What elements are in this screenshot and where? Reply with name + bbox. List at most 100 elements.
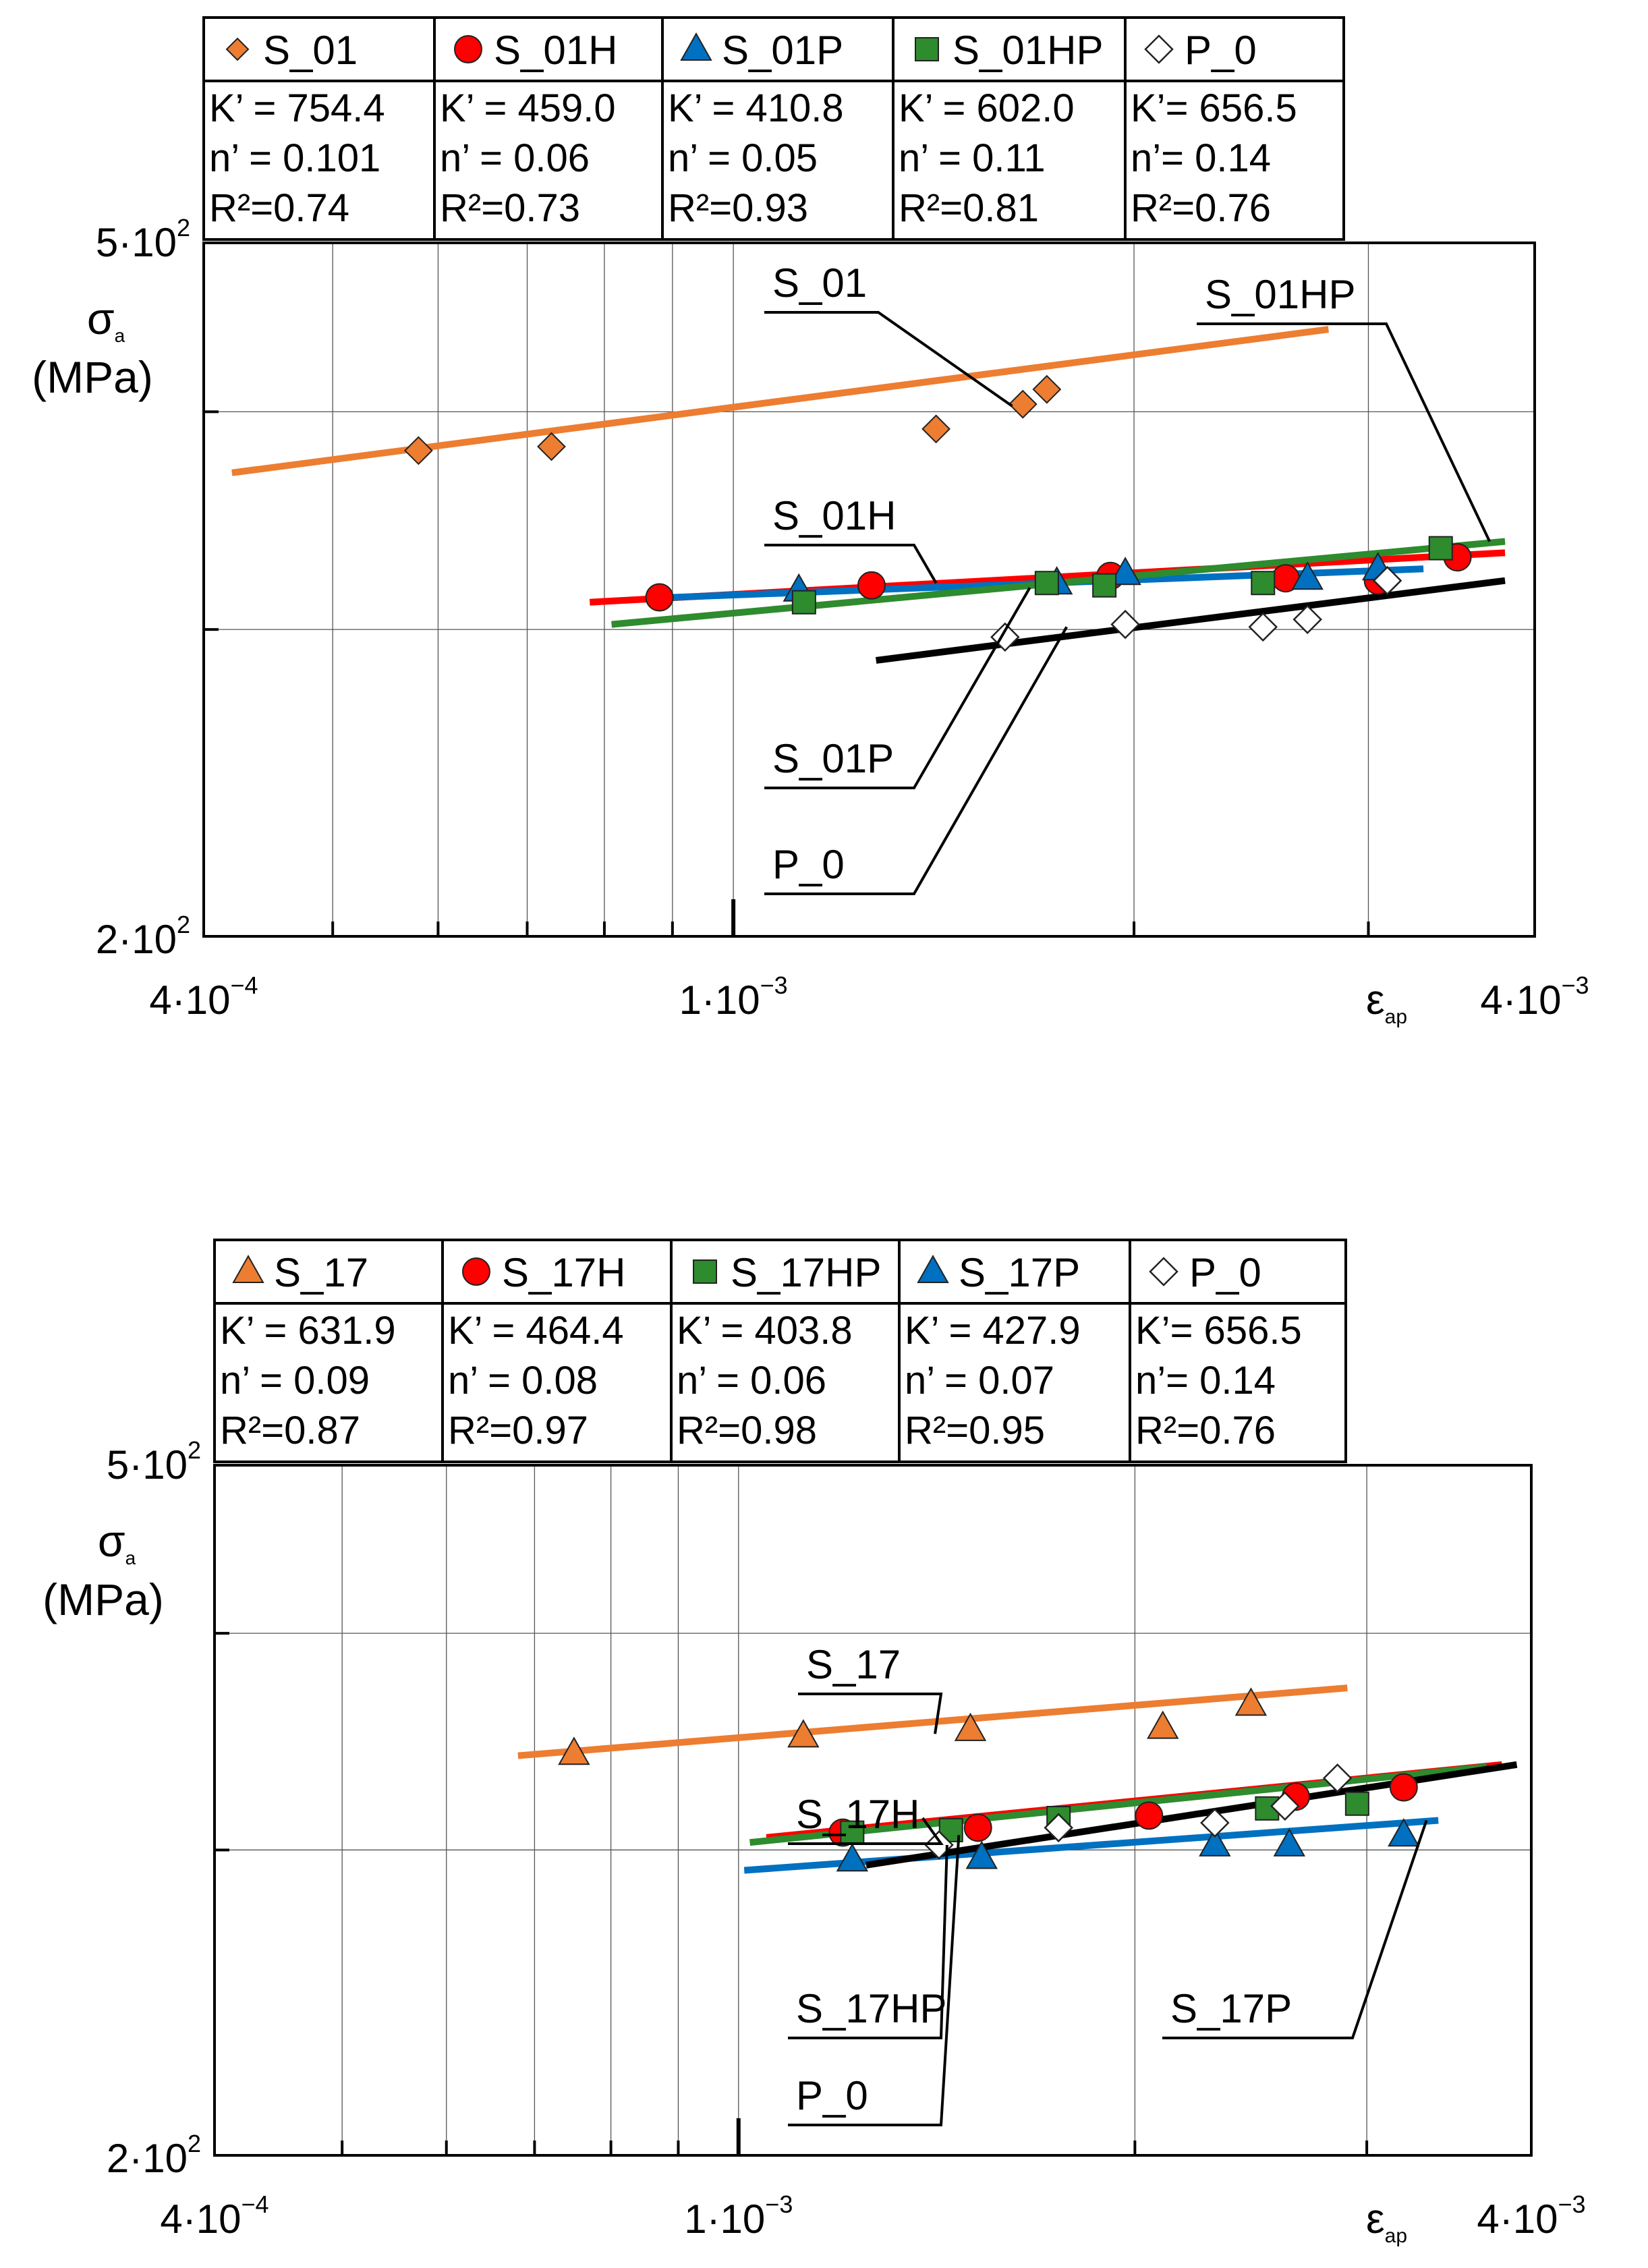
legend-name: S_17HP [731, 1250, 881, 1295]
point-S_01 [403, 436, 433, 465]
legend-name: S_01H [494, 28, 617, 73]
legend-item-P_0: P_0 K’= 656.5 n’= 0.14 R²=0.76 [1131, 28, 1297, 230]
legend-r2: R²=0.97 [448, 1409, 588, 1452]
annotation-leader [764, 587, 1031, 789]
fit-line-S_01 [231, 326, 1330, 476]
point-S_01 [1032, 374, 1062, 404]
annotation-label: P_0 [772, 842, 845, 887]
point-S_01HP [1034, 571, 1059, 596]
annotation-label: S_01 [772, 260, 867, 306]
legend-n: n’ = 0.05 [668, 136, 818, 180]
legend-k: K’ = 427.9 [905, 1309, 1081, 1353]
point-P_0 [1110, 609, 1140, 640]
fit-line-S_17HP [749, 1763, 1487, 1846]
legend-item-S_17H: S_17H K’ = 464.4 n’ = 0.08 R²=0.97 [448, 1250, 625, 1452]
annotation-label: S_01P [772, 736, 894, 781]
legend-r2: R²=0.81 [899, 186, 1039, 230]
point-S_01HP [791, 590, 816, 615]
annotation-leader [764, 311, 1013, 407]
point-S_01P [1109, 557, 1141, 586]
plot-frame [213, 1464, 1533, 2157]
annotation-label: P_0 [796, 2073, 868, 2118]
legend-r2: R²=0.87 [220, 1409, 360, 1452]
legend-marker [915, 37, 939, 61]
legend-n: n’ = 0.06 [440, 136, 590, 180]
legend-item-S_01P: S_01P K’ = 410.8 n’ = 0.05 R²=0.93 [668, 28, 844, 230]
legend-n: n’ = 0.11 [899, 136, 1046, 180]
y-axis-unit: (MPa) [42, 1575, 164, 1624]
annotation-leader [764, 626, 1068, 895]
point-P_0 [1044, 1813, 1073, 1843]
fit-line-S_17 [517, 1684, 1348, 1759]
legend-k: K’= 656.5 [1131, 86, 1297, 130]
point-S_17 [1147, 1710, 1179, 1739]
annotation-label: S_17 [806, 1642, 901, 1687]
legend-name: S_01 [263, 28, 358, 73]
y-tick-label: 2·102 [107, 2130, 201, 2181]
legend-marker [1149, 1257, 1178, 1286]
point-S_17HP [1344, 1791, 1369, 1816]
point-S_17P [1388, 1818, 1420, 1847]
legend-item-S_01: S_01 K’ = 754.4 n’ = 0.101 R²=0.74 [209, 28, 385, 230]
legend-n: n’ = 0.07 [905, 1359, 1054, 1402]
annotation-label: S_17H [796, 1792, 919, 1837]
legend-marker [232, 1254, 264, 1283]
legend-name: P_0 [1185, 28, 1257, 73]
point-S_17P [1273, 1827, 1306, 1856]
legend-item-S_17HP: S_17HP K’ = 403.8 n’ = 0.06 R²=0.98 [677, 1250, 881, 1452]
legend-n: n’= 0.14 [1131, 136, 1271, 180]
annotation-label: S_01HP [1205, 272, 1355, 317]
annotation-leader [788, 1817, 944, 1845]
point-P_0 [1292, 604, 1322, 635]
annotation-label: S_17HP [796, 1986, 946, 2031]
point-S_01HP [1251, 571, 1276, 596]
annotation-leader [788, 1844, 948, 2039]
y-tick-label: 5·102 [107, 1436, 201, 1487]
annotation-label: S_01H [772, 493, 896, 538]
annotation-label: S_17P [1170, 1986, 1292, 2031]
annotation-leader [1162, 1819, 1428, 2039]
legend-marker [680, 32, 712, 61]
legend-table: S_01 K’ = 754.4 n’ = 0.101 R²=0.74 S_01H K’ =… [202, 16, 1345, 241]
point-S_17 [787, 1719, 820, 1748]
x-tick-label: 1·10−3 [684, 2190, 793, 2242]
legend-name: S_01P [722, 28, 843, 73]
point-S_17HP [1255, 1796, 1280, 1821]
legend-r2: R²=0.73 [440, 186, 580, 230]
legend-k: K’ = 631.9 [220, 1309, 396, 1353]
point-S_17H [1389, 1773, 1418, 1802]
annotation-leader [1197, 322, 1491, 542]
legend-name: S_17 [274, 1250, 368, 1295]
plot-frame [202, 242, 1536, 938]
legend-item-S_01HP: S_01HP K’ = 602.0 n’ = 0.11 R²=0.81 [899, 28, 1103, 230]
point-S_01 [921, 414, 951, 444]
x-axis-label: εap [1366, 2196, 1407, 2247]
y-axis-unit: (MPa) [32, 352, 153, 402]
legend-k: K’ = 754.4 [209, 86, 385, 130]
chart-1: 4·10−4 1·10−3 4·10−3 2·102 5·102 σa (MPa) εap S_… [32, 16, 1589, 1028]
legend-item-S_01H: S_01H K’ = 459.0 n’ = 0.06 R²=0.73 [440, 28, 617, 230]
legend-k: K’ = 403.8 [677, 1309, 853, 1353]
annotation-leader [788, 1835, 961, 2126]
legend-item-P_0: P_0 K’= 656.5 n’= 0.14 R²=0.76 [1135, 1250, 1302, 1452]
point-P_0 [990, 622, 1020, 652]
legend-r2: R²=0.76 [1131, 186, 1271, 230]
y-tick-label: 5·102 [96, 214, 190, 265]
point-S_01 [1008, 389, 1038, 419]
legend-n: n’ = 0.101 [209, 136, 380, 180]
chart-2: 4·10−4 1·10−3 4·10−3 2·102 5·102 σa (MPa) εap S_… [42, 1239, 1586, 2247]
legend-name: S_17H [502, 1250, 625, 1295]
fit-line-P_0 [876, 577, 1506, 664]
legend-r2: R²=0.76 [1135, 1409, 1276, 1452]
point-S_17P [1199, 1827, 1231, 1856]
x-tick-label: 4·10−4 [160, 2190, 268, 2242]
legend-table: S_17 K’ = 631.9 n’ = 0.09 R²=0.87 S_17H K’ = … [213, 1239, 1347, 1463]
legend-r2: R²=0.74 [209, 186, 349, 230]
legend-n: n’ = 0.09 [220, 1359, 370, 1402]
legend-k: K’ = 602.0 [899, 86, 1075, 130]
legend-r2: R²=0.95 [905, 1409, 1045, 1452]
y-axis-label: σa [87, 293, 125, 346]
point-S_01H [857, 571, 886, 600]
point-S_17 [1234, 1687, 1268, 1716]
